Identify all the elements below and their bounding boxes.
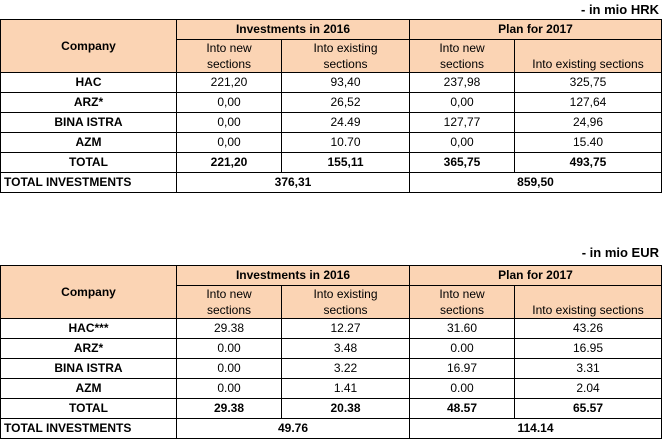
total-plan-new: 365,75 (409, 152, 515, 173)
company-name: AZM (0, 378, 177, 399)
inv-existing-cell: 10.70 (281, 132, 410, 153)
into-existing-header: Into existing sections (513, 39, 663, 73)
unit-label-eur: - in mio EUR (581, 245, 659, 260)
total-plan-existing: 493,75 (513, 152, 663, 173)
company-name: ARZ* (0, 338, 177, 359)
table-row: BINA ISTRA 0,00 24.49 127,77 24,96 (0, 112, 663, 133)
table-row: AZM 0.00 1.41 0.00 2.04 (0, 378, 663, 399)
total-inv-new: 29.38 (176, 398, 282, 419)
table-row: ARZ* 0,00 26,52 0,00 127,64 (0, 92, 663, 113)
sections-label: sections (176, 56, 282, 73)
unit-label-hrk: - in mio HRK (581, 2, 659, 17)
sections-label: sections (409, 56, 515, 73)
plan-2017-header: Plan for 2017 (408, 265, 663, 286)
total-row: TOTAL 29.38 20.38 48.57 65.57 (0, 398, 663, 419)
into-new-header: Into new (176, 285, 282, 302)
into-existing-header: Into existing (281, 39, 410, 56)
plan-existing-cell: 3.31 (513, 358, 663, 379)
plan-new-cell: 237,98 (409, 72, 515, 93)
plan-new-cell: 0.00 (409, 378, 515, 399)
into-new-header: Into new (409, 285, 515, 302)
grand-total-plan: 114.14 (408, 418, 663, 439)
table-row: AZM 0,00 10.70 0,00 15.40 (0, 132, 663, 153)
total-inv-existing: 20.38 (281, 398, 410, 419)
grand-total-label: TOTAL INVESTMENTS (0, 172, 177, 193)
sections-label: sections (281, 302, 410, 319)
plan-existing-cell: 43.26 (513, 318, 663, 339)
plan-new-cell: 0,00 (409, 132, 515, 153)
inv-existing-cell: 3.22 (281, 358, 410, 379)
inv-new-cell: 0,00 (176, 92, 282, 113)
into-new-header: Into new (409, 39, 515, 56)
table-row: BINA ISTRA 0.00 3.22 16.97 3.31 (0, 358, 663, 379)
grand-total-investments: 49.76 (176, 418, 410, 439)
plan-existing-cell: 2.04 (513, 378, 663, 399)
grand-total-label: TOTAL INVESTMENTS (0, 418, 177, 439)
total-label: TOTAL (0, 398, 177, 419)
grand-total-plan: 859,50 (408, 172, 663, 193)
header-row: Company Investments in 2016 Plan for 201… (0, 19, 663, 73)
inv-existing-cell: 12.27 (281, 318, 410, 339)
company-header: Company (0, 265, 177, 319)
company-name: BINA ISTRA (0, 112, 177, 133)
inv-existing-cell: 3.48 (281, 338, 410, 359)
investments-2016-header: Investments in 2016 (176, 19, 410, 40)
header-row: Company Investments in 2016 Plan for 201… (0, 265, 663, 319)
company-name: AZM (0, 132, 177, 153)
inv-existing-cell: 24.49 (281, 112, 410, 133)
inv-existing-cell: 26,52 (281, 92, 410, 113)
inv-new-cell: 0.00 (176, 378, 282, 399)
total-inv-existing: 155,11 (281, 152, 410, 173)
plan-new-cell: 16.97 (409, 358, 515, 379)
company-name: ARZ* (0, 92, 177, 113)
table-row: HAC 221,20 93,40 237,98 325,75 (0, 72, 663, 93)
company-header: Company (0, 19, 177, 73)
inv-new-cell: 0,00 (176, 112, 282, 133)
company-name: HAC*** (0, 318, 177, 339)
grand-total-investments: 376,31 (176, 172, 410, 193)
total-label: TOTAL (0, 152, 177, 173)
sections-label: sections (281, 56, 410, 73)
plan-2017-header: Plan for 2017 (408, 19, 663, 40)
inv-new-cell: 221,20 (176, 72, 282, 93)
into-existing-header: Into existing sections (513, 285, 663, 319)
into-new-header: Into new (176, 39, 282, 56)
plan-existing-cell: 325,75 (513, 72, 663, 93)
plan-existing-cell: 127,64 (513, 92, 663, 113)
plan-existing-cell: 24,96 (513, 112, 663, 133)
sections-label: sections (176, 302, 282, 319)
company-name: HAC (0, 72, 177, 93)
inv-new-cell: 29.38 (176, 318, 282, 339)
table-row: ARZ* 0.00 3.48 0.00 16.95 (0, 338, 663, 359)
plan-existing-cell: 16.95 (513, 338, 663, 359)
grand-total-row: TOTAL INVESTMENTS 49.76 114.14 (0, 418, 663, 439)
investments-table-hrk: Company Investments in 2016 Plan for 201… (0, 19, 663, 193)
inv-new-cell: 0.00 (176, 358, 282, 379)
plan-new-cell: 0,00 (409, 92, 515, 113)
into-existing-header: Into existing (281, 285, 410, 302)
table-row: HAC*** 29.38 12.27 31.60 43.26 (0, 318, 663, 339)
plan-new-cell: 127,77 (409, 112, 515, 133)
inv-existing-cell: 1.41 (281, 378, 410, 399)
investments-table-eur: Company Investments in 2016 Plan for 201… (0, 265, 663, 439)
inv-new-cell: 0,00 (176, 132, 282, 153)
sections-label: sections (409, 302, 515, 319)
total-row: TOTAL 221,20 155,11 365,75 493,75 (0, 152, 663, 173)
inv-new-cell: 0.00 (176, 338, 282, 359)
company-name: BINA ISTRA (0, 358, 177, 379)
investments-2016-header: Investments in 2016 (176, 265, 410, 286)
total-plan-new: 48.57 (409, 398, 515, 419)
plan-new-cell: 31.60 (409, 318, 515, 339)
plan-new-cell: 0.00 (409, 338, 515, 359)
total-plan-existing: 65.57 (513, 398, 663, 419)
total-inv-new: 221,20 (176, 152, 282, 173)
inv-existing-cell: 93,40 (281, 72, 410, 93)
grand-total-row: TOTAL INVESTMENTS 376,31 859,50 (0, 172, 663, 193)
plan-existing-cell: 15.40 (513, 132, 663, 153)
